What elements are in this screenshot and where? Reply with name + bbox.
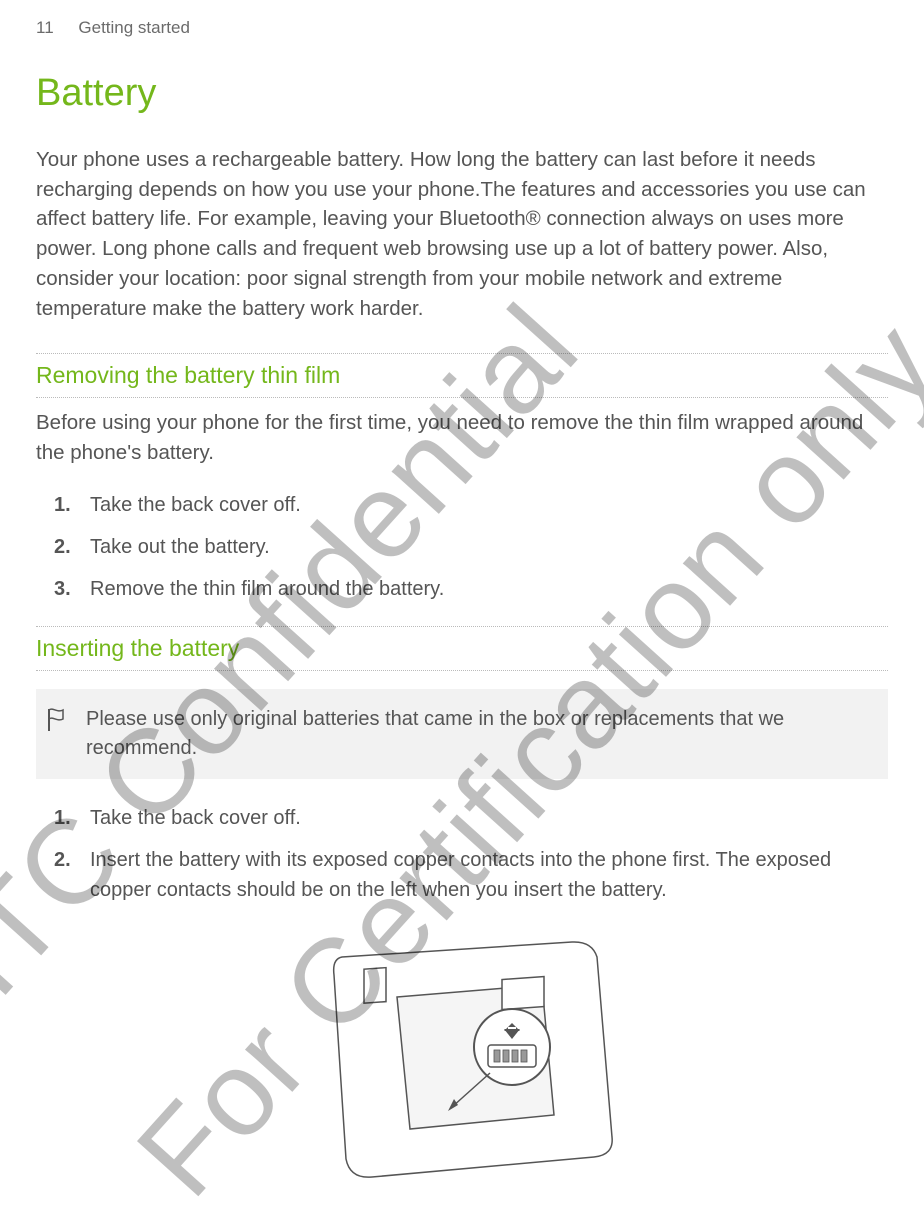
section-title-inserting-battery: Inserting the battery	[36, 635, 888, 662]
section2-steps: Take the back cover off. Insert the batt…	[36, 803, 888, 905]
section1-body: Before using your phone for the first ti…	[36, 408, 888, 467]
step-item: Take out the battery.	[36, 532, 888, 562]
page-number: 11	[36, 18, 54, 37]
step-item: Insert the battery with its exposed copp…	[36, 845, 888, 905]
flag-icon	[46, 707, 68, 742]
step-item: Take the back cover off.	[36, 490, 888, 520]
divider	[36, 626, 888, 627]
page-title: Battery	[36, 72, 888, 115]
page-header: 11 Getting started	[0, 0, 924, 38]
section1-steps: Take the back cover off. Take out the ba…	[36, 490, 888, 604]
note-box: Please use only original batteries that …	[36, 689, 888, 779]
intro-paragraph: Your phone uses a rechargeable battery. …	[36, 145, 888, 323]
divider	[36, 670, 888, 671]
divider	[36, 397, 888, 398]
divider	[36, 353, 888, 354]
chapter-name: Getting started	[78, 18, 190, 37]
battery-insert-illustration	[36, 927, 888, 1192]
step-item: Remove the thin film around the battery.	[36, 574, 888, 604]
note-text: Please use only original batteries that …	[86, 708, 784, 759]
section-title-removing-film: Removing the battery thin film	[36, 362, 888, 389]
step-item: Take the back cover off.	[36, 803, 888, 833]
